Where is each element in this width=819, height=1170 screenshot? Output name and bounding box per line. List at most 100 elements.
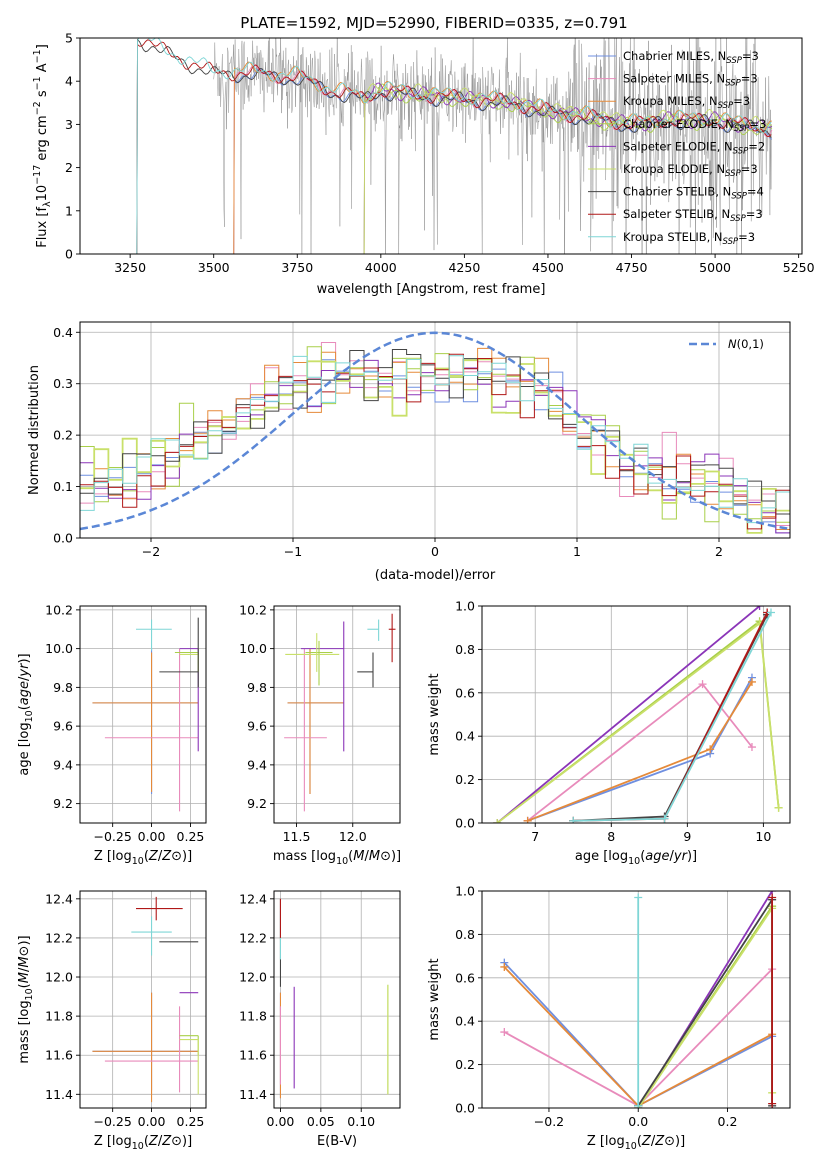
label-segment: 10 [132, 856, 144, 867]
label-segment: ( [144, 849, 149, 864]
tick-label-x: 0 [431, 544, 439, 559]
weight-line [496, 606, 761, 823]
plot-area-age_vs_Z [92, 617, 199, 812]
weight-point-marker [500, 962, 509, 971]
legend-text: Salpeter STELIB, N [623, 207, 730, 221]
legend-subscript: SSP [723, 237, 739, 247]
tick-label-x: 4000 [365, 260, 397, 275]
weight-point-marker [634, 893, 643, 902]
legend-label-normal: N(0,1) [728, 337, 764, 351]
tick-label-y: 0.0 [455, 816, 475, 831]
tick-label-y: 12.0 [239, 970, 267, 985]
label-segment: ( [348, 849, 353, 864]
label-segment: Z [148, 849, 159, 864]
tick-label-x: −1 [284, 544, 302, 559]
legend-text: Salpeter ELODIE, N [623, 139, 733, 153]
weight-line [637, 896, 773, 1107]
axes-age_vs_Z: −0.25 0.00 0.259.29.49.69.810.010.2Z [log1… [17, 602, 207, 867]
tick-label-y: 10.0 [45, 641, 73, 656]
label-segment: −2 [32, 101, 43, 115]
tick-label-x: 1 [573, 544, 581, 559]
tick-label-x: −2 [142, 544, 160, 559]
label-segment: age [645, 849, 669, 864]
legend-label-kroupa-miles: Kroupa MILES, NSSP=3 [623, 94, 750, 111]
weight-point-marker [755, 606, 764, 610]
weight-line [527, 677, 753, 822]
tick-label-y: 12.4 [45, 891, 73, 906]
errorbar-salpeter-stelib [136, 896, 183, 921]
tick-label-y: 12.2 [45, 930, 73, 945]
weight-point-marker [768, 893, 777, 902]
label-segment: / [651, 1134, 656, 1149]
legend-text: =3 [746, 207, 763, 221]
label-segment: ⊙ [380, 849, 391, 864]
tick-label-y: 4 [65, 74, 73, 89]
weight-point-marker [493, 819, 502, 823]
errorbar-chabrier-elodie [174, 651, 199, 672]
tick-label-x: 0.0 [628, 1114, 648, 1129]
legend-text: Salpeter MILES, N [623, 72, 725, 86]
tick-label-x: 0.05 [307, 1114, 335, 1129]
tick-label-y: 0.3 [53, 376, 73, 391]
legend-text: =3 [733, 94, 750, 108]
weight-line [496, 619, 780, 823]
weight-series-kroupa-miles [523, 677, 756, 823]
axes-weight_vs_Z: −0.2 0.0 0.20.00.20.40.60.81.0Z [log10(Z/Z… [427, 884, 791, 1152]
errorbar-kroupa-miles [92, 652, 199, 792]
legend-label-chabrier-elodie: Chabrier ELODIE, NSSP=3 [623, 117, 766, 134]
legend-text: =3 [742, 49, 759, 63]
legend-label-kroupa-elodie: Kroupa ELODIE, NSSP=3 [623, 162, 758, 179]
model-spectrum-kroupa-miles [80, 61, 773, 254]
weight-series-salpeter-stelib [768, 893, 777, 1108]
x-axis-label: age [log10(age/yr)] [575, 849, 697, 867]
legend-subscript: SSP [731, 192, 747, 202]
tick-label-y: 1.0 [455, 599, 475, 614]
plot-area-mass_vs_ebv [279, 898, 389, 1099]
label-segment: E(B-V) [317, 1134, 357, 1149]
histogram-chabrier-stelib [80, 349, 790, 515]
label-segment: M [17, 956, 32, 967]
tick-label-y: 10.0 [239, 641, 267, 656]
legend-text: =2 [748, 139, 765, 153]
tick-label-y: 0.6 [455, 685, 475, 700]
weight-series-chabrier-stelib [634, 895, 777, 1108]
axes-age_vs_mass: 11.5 12.0 9.2 9.4 9.6 9.8 10.0 10.2 mass [log10(… [239, 602, 401, 867]
tick-label-y: 11.8 [45, 1009, 73, 1024]
axes-residuals: −2 −1 0 1 2 0.0 0.1 0.2 0.3 0.4 N(0,1) (data-model)… [27, 321, 791, 583]
weight-point-marker [706, 745, 715, 754]
plot-area-mass_vs_Z [92, 896, 199, 1103]
label-segment: ⊙ [664, 1134, 675, 1149]
weight-line [573, 612, 772, 822]
tick-label-x: −0.25 [94, 1114, 132, 1129]
x-axis-label: E(B-V) [317, 1134, 357, 1149]
errorbar-kroupa-stelib [136, 619, 172, 651]
y-axis-label: mass weight [427, 673, 442, 755]
tick-label-y: 11.4 [45, 1087, 73, 1102]
histogram-kroupa-stelib [80, 355, 790, 524]
tick-label-y: 0.1 [53, 479, 73, 494]
errorbar-kroupa-elodie [179, 653, 199, 672]
errorbar-chabrier-elodie [179, 1035, 199, 1056]
tick-label-y: 0.8 [455, 642, 475, 657]
label-segment: −17 [32, 165, 43, 185]
label-segment: mass [log [17, 1000, 32, 1063]
tick-label-y: 9.4 [247, 757, 267, 772]
label-segment: A [35, 63, 50, 76]
tick-label-y: 9.8 [53, 680, 73, 695]
weight-point-marker [747, 743, 756, 752]
weight-series-chabrier-elodie [493, 617, 783, 823]
label-segment: )] [391, 849, 401, 864]
tick-label-x: 2 [715, 544, 723, 559]
label-segment: )] [675, 1134, 685, 1149]
figure-title: PLATE=1592, MJD=52990, FIBERID=0335, z=0… [240, 14, 627, 32]
errorbar-chabrier-stelib [357, 652, 374, 688]
tick-label-y: 9.6 [247, 719, 267, 734]
errorbar-chabrier-elodie [305, 640, 333, 686]
label-segment: Z [log [94, 849, 132, 864]
label-segment: Z [148, 1134, 159, 1149]
legend-text: =4 [747, 185, 764, 199]
y-axis-label: Normed distribution [27, 365, 42, 495]
errorbar-chabrier-miles [92, 648, 199, 794]
